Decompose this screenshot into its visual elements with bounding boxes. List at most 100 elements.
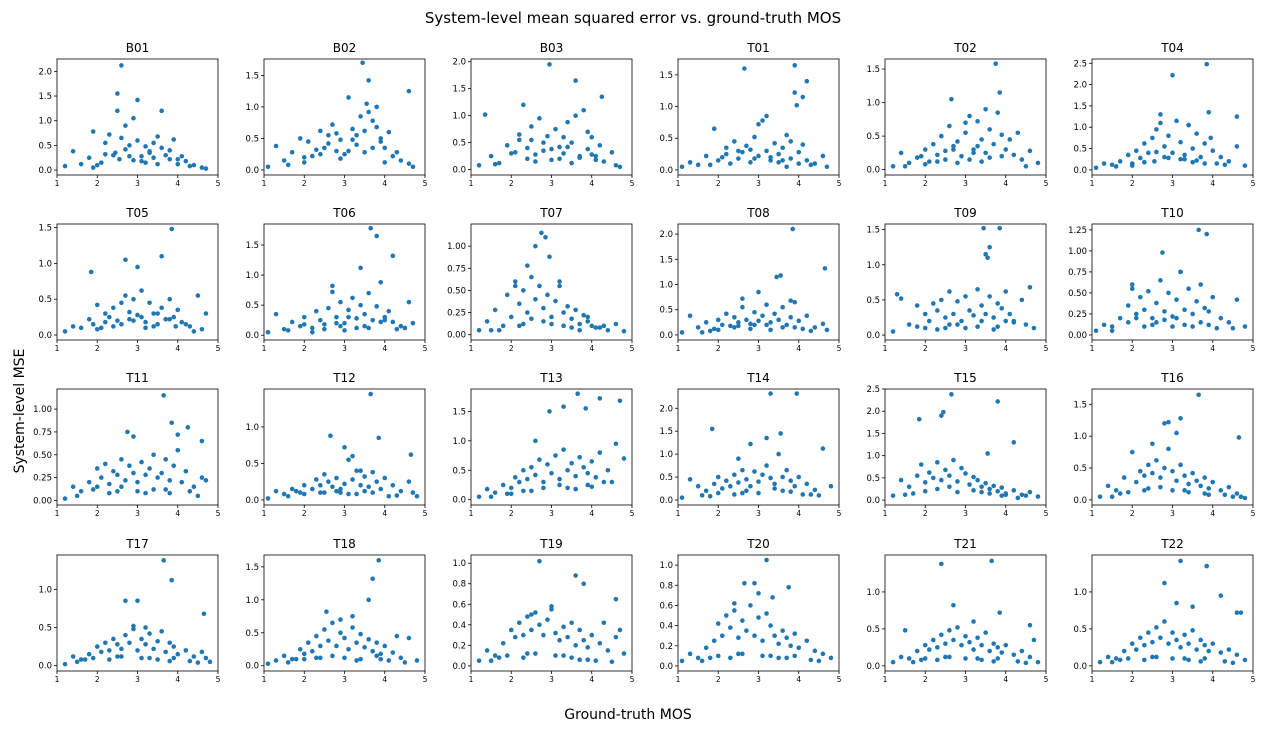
data-point	[326, 638, 331, 643]
data-point	[285, 660, 291, 665]
data-point	[119, 484, 124, 490]
data-point	[1230, 660, 1236, 666]
data-point	[926, 159, 932, 164]
x-tick-label: 1	[1090, 179, 1095, 188]
data-point	[703, 488, 709, 494]
subplot-b01: B01 1 2 3 4 5 0.0 0.5 1.0 1.5 2.0	[38, 41, 220, 188]
data-point	[1146, 150, 1151, 156]
data-point	[792, 483, 798, 489]
data-point	[322, 322, 327, 327]
data-point	[334, 488, 339, 494]
data-point	[983, 630, 988, 635]
data-point	[581, 312, 586, 318]
y-tick-label: 0.75	[447, 264, 466, 274]
x-tick-label: 4	[175, 675, 180, 684]
data-point	[1109, 324, 1115, 329]
data-point	[796, 645, 802, 651]
data-point	[585, 657, 591, 663]
y-tick-label: 0.5	[245, 301, 259, 311]
data-point	[788, 315, 793, 320]
subplot-title: T01	[746, 41, 770, 55]
data-point	[301, 491, 307, 497]
data-point	[1162, 144, 1167, 149]
data-point	[115, 641, 120, 647]
x-tick-label: 2	[95, 509, 100, 518]
data-point	[167, 296, 172, 302]
data-point	[569, 325, 574, 330]
data-point	[922, 488, 928, 494]
data-point	[330, 653, 335, 659]
data-point	[824, 327, 830, 333]
data-point	[557, 144, 562, 150]
data-point	[1133, 315, 1139, 321]
x-tick-label: 5	[1251, 675, 1256, 684]
data-point	[922, 480, 928, 485]
data-point	[310, 329, 315, 335]
x-tick-label: 5	[216, 509, 221, 518]
data-point	[167, 640, 172, 646]
data-point	[561, 310, 566, 315]
data-point	[997, 90, 1003, 95]
data-point	[748, 326, 753, 332]
data-point	[804, 158, 810, 163]
data-point	[922, 642, 928, 648]
data-point	[999, 153, 1005, 159]
data-point	[147, 300, 152, 306]
data-point	[955, 625, 960, 630]
data-point	[776, 151, 781, 157]
data-point	[715, 653, 721, 659]
data-point	[1101, 161, 1107, 166]
data-point	[484, 648, 490, 653]
data-point	[585, 470, 591, 476]
y-tick-label: 1.00	[447, 242, 466, 252]
data-point	[175, 651, 181, 657]
data-point	[987, 244, 992, 250]
data-point	[386, 308, 392, 314]
axes-frame	[56, 58, 219, 176]
data-point	[547, 62, 552, 67]
data-point	[914, 324, 920, 329]
data-point	[382, 160, 388, 165]
data-point	[1109, 162, 1115, 168]
data-point	[740, 304, 745, 310]
x-tick-label: 1	[676, 675, 681, 684]
data-point	[999, 132, 1005, 138]
x-tick-label: 4	[589, 344, 594, 353]
data-point	[1178, 156, 1183, 162]
data-point	[605, 467, 611, 473]
data-point	[139, 655, 144, 661]
subplot-title: T15	[953, 371, 977, 385]
data-point	[732, 608, 737, 613]
x-tick-label: 1	[1090, 509, 1095, 518]
data-point	[366, 637, 371, 642]
data-point	[1198, 659, 1203, 664]
data-point	[368, 391, 373, 397]
data-point	[617, 398, 623, 404]
x-tick-label: 5	[1251, 179, 1256, 188]
data-point	[569, 460, 574, 466]
x-tick-label: 3	[756, 509, 761, 518]
data-point	[1027, 654, 1033, 660]
data-point	[993, 61, 998, 66]
data-point	[699, 493, 705, 498]
data-point	[621, 651, 627, 656]
x-tick-label: 3	[342, 344, 347, 353]
data-point	[1019, 648, 1025, 654]
data-point	[679, 658, 685, 664]
data-point	[804, 481, 810, 487]
data-point	[135, 489, 140, 494]
data-point	[1186, 657, 1191, 663]
data-point	[605, 327, 611, 333]
data-point	[155, 638, 160, 644]
y-tick-label: 1.0	[659, 450, 673, 460]
data-point	[975, 656, 980, 661]
data-point	[1170, 488, 1175, 493]
data-point	[593, 658, 599, 664]
x-tick-label: 2	[302, 509, 307, 518]
data-point	[203, 655, 209, 661]
axes-frame	[470, 388, 633, 506]
data-point	[123, 632, 128, 638]
data-point	[366, 109, 371, 115]
data-point	[533, 472, 538, 478]
data-point	[756, 591, 761, 596]
